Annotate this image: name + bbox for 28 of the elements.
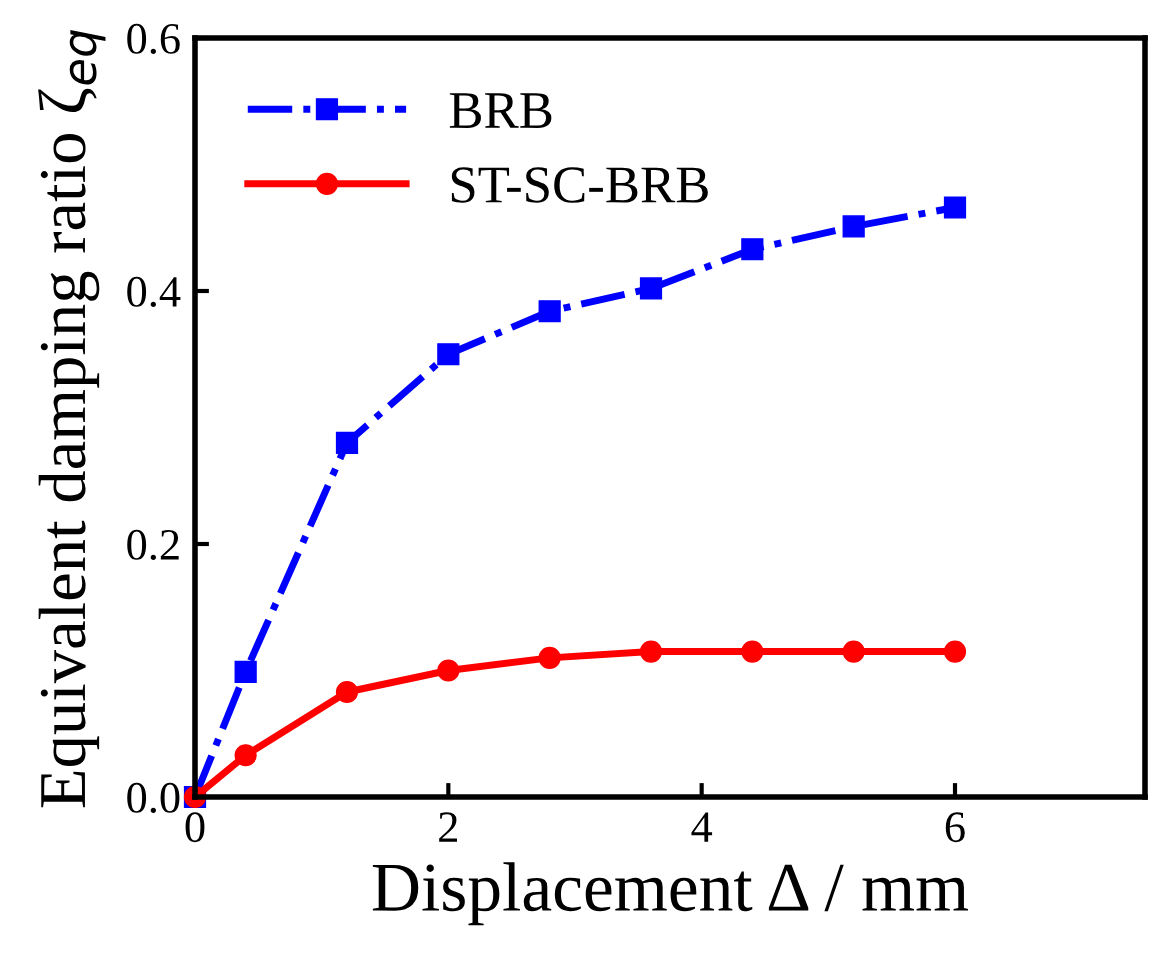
point [437,659,460,682]
y-tick-label: 0.6 [127,23,180,55]
point [741,640,764,663]
point [639,640,663,663]
y-tick-label: 0.0 [127,782,180,814]
y-tick-label: 0.4 [127,276,181,308]
point [335,431,359,454]
x-tick-label: 2 [439,812,457,842]
x-tick-label: 0 [185,812,205,843]
y-tick-label: 0.2 [127,529,179,561]
point [842,640,865,663]
legend-label: BRB [449,93,552,128]
point [943,196,967,219]
point [842,215,865,238]
point [335,680,359,704]
point [943,640,967,663]
x-axis-title: Displacement Δ / mm [372,862,969,926]
x-tick-label: 4 [691,812,713,842]
point [741,238,764,261]
point [234,660,257,683]
point [639,277,663,300]
legend-label: ST-SC-BRB [451,167,708,203]
point [538,300,561,323]
point [234,744,257,767]
point [437,343,460,366]
y-axis-title: Equivalent damping ratio ζ$_{eq}$ [38,30,106,808]
point [538,646,561,669]
x-tick-label: 6 [945,812,965,843]
